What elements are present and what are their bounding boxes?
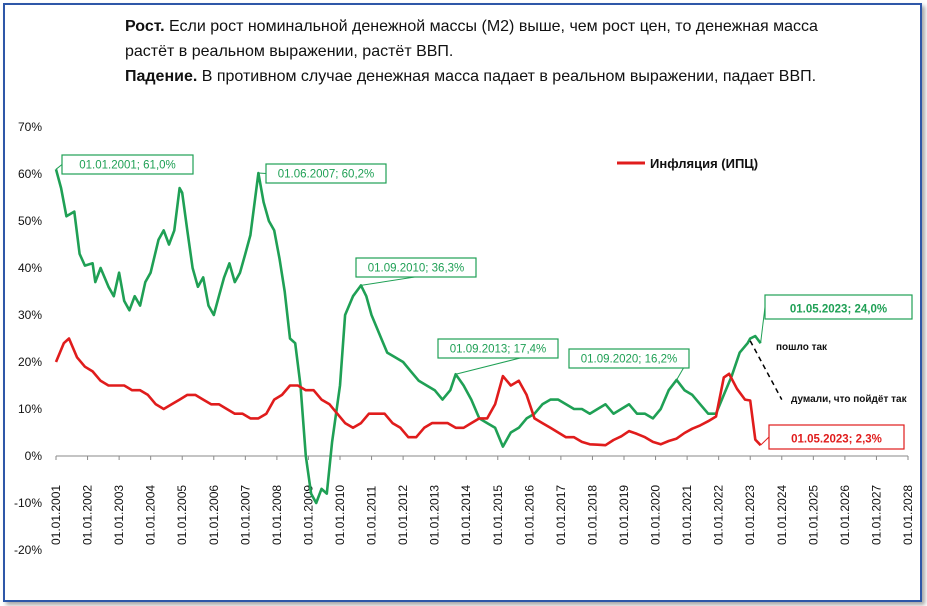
callout-label: 01.01.2001; 61,0% (79, 160, 176, 172)
legend-label-cpi: Инфляция (ИПЦ) (650, 156, 758, 171)
x-tick-label: 01.01.2007 (238, 485, 252, 545)
notes: пошло так думали, что пойдёт так (776, 342, 908, 405)
x-tick-label: 01.01.2027 (869, 485, 883, 545)
x-tick-label: 01.01.2006 (207, 485, 221, 545)
callouts: 01.01.2001; 61,0% 01.06.2007; 60,2% 01.09.… (55, 154, 913, 450)
growth-text: Если рост номинальной денежной массы (М2… (125, 18, 818, 60)
y-tick-label: 50% (18, 214, 42, 228)
x-tick-label: 01.01.2005 (175, 485, 189, 545)
x-tick-label: 01.01.2012 (396, 485, 410, 545)
x-tick-label: 01.01.2023 (743, 485, 757, 545)
y-tick-label: 40% (18, 261, 42, 275)
x-tick-label: 01.01.2008 (270, 485, 284, 545)
y-tick-label: 20% (18, 355, 42, 369)
x-tick-label: 01.01.2020 (649, 485, 663, 545)
y-tick-label: -10% (14, 496, 42, 510)
growth-label: Рост. (125, 18, 165, 35)
callout-label: 01.09.2010; 36,3% (368, 263, 465, 275)
y-tick-label: 10% (18, 402, 42, 416)
callout-label: 01.09.2013; 17,4% (450, 344, 547, 356)
x-tick-label: 01.01.2001 (49, 485, 63, 545)
x-tick-label: 01.01.2017 (554, 485, 568, 545)
x-tick-label: 01.01.2018 (585, 485, 599, 545)
x-tick-label: 01.01.2022 (712, 485, 726, 545)
callout-label: 01.06.2007; 60,2% (278, 169, 375, 181)
callout-label: 01.09.2020; 16,2% (581, 354, 678, 366)
intro-text: Рост. Если рост номинальной денежной мас… (125, 14, 845, 89)
x-tick-label: 01.01.2013 (428, 485, 442, 545)
x-tick-label: 01.01.2024 (775, 485, 789, 545)
intro-fall: Падение. В противном случае денежная мас… (125, 64, 845, 89)
x-tick-label: 01.01.2025 (806, 485, 820, 545)
intro-growth: Рост. Если рост номинальной денежной мас… (125, 14, 845, 64)
callout-label: 01.05.2023; 24,0% (790, 303, 887, 315)
x-tick-label: 01.01.2011 (365, 486, 379, 545)
x-tick-label: 01.01.2010 (333, 485, 347, 545)
callout-box (764, 294, 913, 320)
x-tick-label: 01.01.2016 (522, 485, 536, 545)
x-tick-label: 01.01.2003 (112, 485, 126, 545)
y-axis: -20% -10% 0% 10% 20% 30% 40% 50% 60% 70% (14, 120, 908, 557)
note-actual: пошло так (776, 342, 828, 353)
x-tick-label: 01.01.2015 (491, 485, 505, 545)
callout-leader (760, 306, 766, 344)
x-tick-label: 01.01.2021 (680, 485, 694, 545)
y-tick-label: -20% (14, 543, 42, 557)
x-tick-label: 01.01.2002 (81, 485, 95, 545)
fall-text: В противном случае денежная масса падает… (197, 68, 817, 85)
x-tick-label: 01.01.2014 (459, 485, 473, 545)
callout-box (437, 338, 559, 359)
y-tick-label: 60% (18, 167, 42, 181)
callout-box (355, 257, 477, 278)
x-tick-label: 01.01.2009 (301, 485, 315, 545)
callout-label: 01.05.2023; 2,3% (791, 433, 882, 445)
callout-box (568, 348, 690, 369)
series-line-cpi (54, 337, 762, 447)
callout-leader (760, 436, 770, 446)
callout-box (768, 424, 905, 450)
x-tick-label: 01.01.2028 (901, 485, 915, 545)
x-axis: 01.01.2001 01.01.2002 01.01.2003 01.01.2004… (49, 456, 915, 545)
legend: Инфляция (ИПЦ) (617, 156, 758, 171)
x-tick-label: 01.01.2004 (144, 485, 158, 545)
series-lines (54, 168, 783, 505)
callout-box (265, 163, 387, 184)
x-tick-label: 01.01.2019 (617, 485, 631, 545)
y-tick-label: 30% (18, 308, 42, 322)
note-expected: думали, что пойдёт так (791, 394, 908, 405)
x-tick-label: 01.01.2026 (838, 485, 852, 545)
y-tick-label: 0% (25, 449, 43, 463)
callout-box (61, 154, 194, 175)
expected-path-line (749, 340, 783, 400)
callout-leader (55, 164, 63, 170)
series-line-m2 (54, 168, 762, 505)
y-tick-label: 70% (18, 120, 42, 134)
fall-label: Падение. (125, 68, 198, 85)
